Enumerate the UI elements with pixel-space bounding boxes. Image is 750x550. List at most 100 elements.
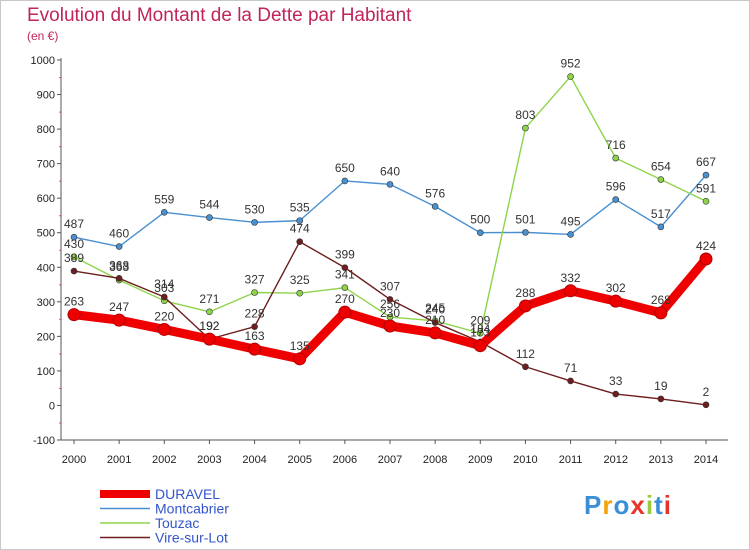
data-point-duravel — [473, 339, 487, 353]
data-label-vire-sur-lot: 192 — [199, 319, 219, 333]
chart-title: Evolution du Montant de la Dette par Hab… — [27, 5, 412, 26]
data-label-vire-sur-lot: 2 — [703, 385, 710, 399]
data-label-montcabrier: 559 — [154, 192, 174, 206]
data-label-touzac: 303 — [154, 281, 174, 295]
x-tick-label: 2007 — [378, 454, 402, 466]
data-label-vire-sur-lot: 240 — [425, 303, 445, 317]
data-label-vire-sur-lot: 112 — [516, 347, 535, 361]
x-tick-label: 2000 — [62, 454, 86, 466]
data-point-vire-sur-lot — [70, 267, 78, 275]
data-label-montcabrier: 667 — [696, 155, 716, 169]
x-tick-label: 2001 — [107, 454, 131, 466]
data-point-montcabrier — [206, 214, 213, 221]
data-point-touzac — [251, 289, 258, 296]
data-point-montcabrier — [115, 243, 123, 250]
x-tick-label: 2006 — [333, 454, 357, 466]
data-point-montcabrier — [612, 196, 620, 203]
data-point-vire-sur-lot — [386, 296, 394, 303]
data-point-vire-sur-lot — [341, 264, 349, 271]
data-label-touzac: 245 — [425, 301, 445, 315]
data-point-touzac — [702, 197, 710, 205]
data-point-duravel — [293, 352, 307, 366]
data-point-touzac — [522, 124, 529, 132]
data-label-duravel: 192 — [199, 319, 219, 333]
data-label-montcabrier: 650 — [335, 161, 355, 175]
y-tick-label: 100 — [37, 366, 55, 378]
data-point-montcabrier — [476, 229, 484, 237]
data-label-touzac: 209 — [470, 313, 490, 327]
data-point-montcabrier — [567, 231, 574, 238]
data-point-vire-sur-lot — [657, 395, 665, 403]
data-label-montcabrier: 487 — [64, 217, 84, 231]
data-point-vire-sur-lot — [160, 293, 168, 301]
data-label-duravel: 230 — [380, 306, 400, 320]
data-point-duravel — [609, 294, 623, 308]
x-tick-label: 2009 — [468, 454, 492, 466]
data-label-vire-sur-lot: 71 — [564, 361, 578, 375]
data-point-montcabrier — [657, 223, 665, 231]
data-label-vire-sur-lot: 314 — [154, 277, 174, 291]
data-point-duravel — [67, 308, 81, 322]
data-label-touzac: 716 — [606, 138, 626, 152]
x-tick-label: 2011 — [559, 454, 583, 466]
data-label-montcabrier: 576 — [425, 186, 445, 200]
data-label-touzac: 271 — [199, 292, 219, 306]
data-point-montcabrier — [70, 233, 78, 241]
data-label-touzac: 325 — [290, 273, 310, 287]
data-label-touzac: 327 — [245, 272, 265, 286]
data-label-montcabrier: 501 — [515, 212, 535, 226]
x-tick-label: 2008 — [423, 454, 447, 466]
data-label-touzac: 803 — [515, 108, 535, 122]
y-tick-label: -100 — [33, 435, 55, 447]
data-point-duravel — [248, 342, 262, 356]
chart-subtitle: (en €) — [27, 29, 59, 43]
y-tick-label: 0 — [49, 400, 55, 412]
data-point-touzac — [206, 308, 213, 316]
legend-label-montcabrier: Montcabrier — [155, 501, 229, 517]
data-label-duravel: 270 — [335, 292, 355, 306]
x-tick-label: 2005 — [287, 454, 311, 466]
data-label-touzac: 430 — [64, 237, 84, 251]
y-tick-label: 900 — [37, 90, 55, 102]
data-point-montcabrier — [386, 181, 394, 188]
data-point-montcabrier — [160, 209, 168, 216]
data-point-touzac — [341, 284, 349, 291]
data-label-duravel: 263 — [64, 295, 84, 309]
y-tick-label: 1000 — [31, 55, 55, 67]
data-label-vire-sur-lot: 307 — [380, 279, 400, 293]
y-tick-label: 500 — [37, 228, 55, 240]
data-label-montcabrier: 530 — [245, 202, 265, 216]
y-tick-label: 400 — [37, 262, 55, 274]
data-label-duravel: 332 — [561, 271, 581, 285]
data-label-vire-sur-lot: 389 — [64, 251, 84, 265]
data-label-duravel: 220 — [154, 309, 174, 323]
data-point-montcabrier — [702, 171, 710, 179]
x-tick-label: 2003 — [197, 454, 221, 466]
data-label-vire-sur-lot: 368 — [109, 258, 129, 272]
data-label-duravel: 163 — [245, 329, 265, 343]
data-point-touzac — [476, 329, 484, 337]
proxiti-logo: Proxiti — [584, 490, 672, 520]
data-label-duravel: 135 — [290, 339, 310, 353]
data-point-touzac — [657, 176, 665, 183]
data-point-montcabrier — [431, 203, 439, 210]
data-point-duravel — [518, 299, 532, 313]
data-label-vire-sur-lot: 184 — [470, 322, 490, 336]
data-point-vire-sur-lot — [702, 401, 710, 409]
data-point-montcabrier — [296, 217, 304, 224]
data-point-duravel — [338, 305, 352, 319]
data-point-vire-sur-lot — [296, 238, 304, 246]
data-label-touzac: 591 — [696, 181, 716, 195]
data-label-montcabrier: 500 — [470, 213, 490, 227]
data-point-touzac — [567, 73, 574, 80]
data-point-duravel — [157, 322, 171, 336]
data-point-touzac — [70, 253, 78, 261]
y-tick-label: 700 — [37, 159, 55, 171]
data-point-montcabrier — [341, 177, 349, 185]
data-label-montcabrier: 596 — [606, 180, 626, 194]
data-label-vire-sur-lot: 228 — [245, 307, 265, 321]
data-label-montcabrier: 640 — [380, 164, 400, 178]
data-label-montcabrier: 517 — [651, 207, 671, 221]
x-tick-label: 2010 — [513, 454, 537, 466]
